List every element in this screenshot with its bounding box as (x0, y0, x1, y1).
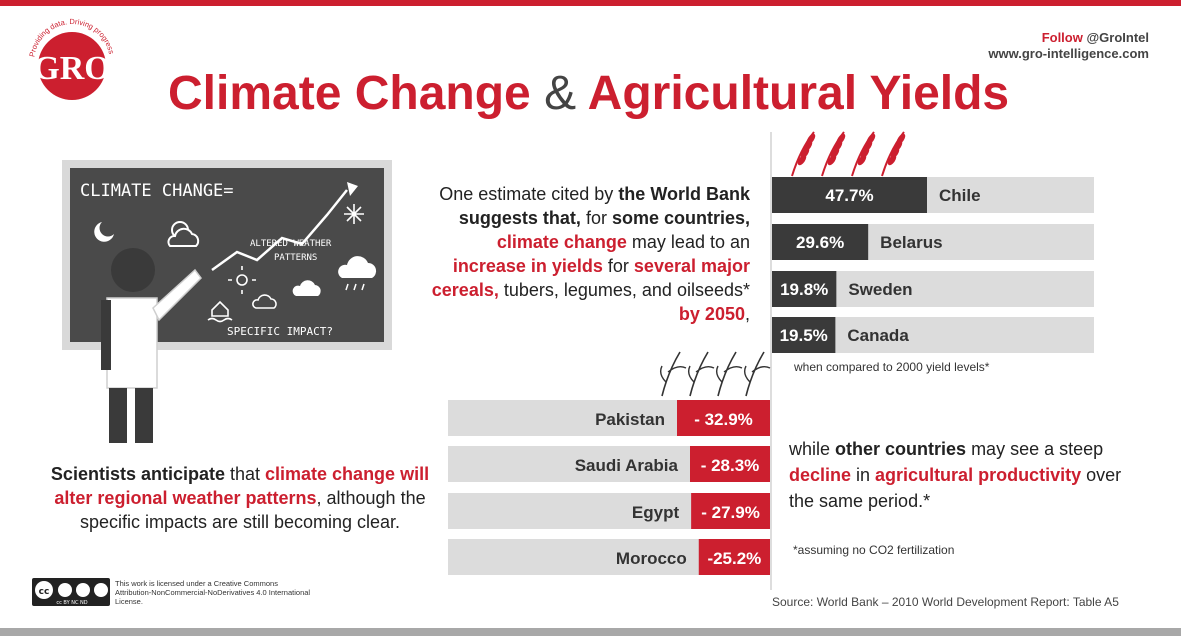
top-accent-bar (0, 0, 1181, 6)
board-line2: PATTERNS (274, 253, 317, 263)
increase-bar-sweden (772, 271, 837, 307)
increase-value-label: 47.7% (825, 186, 873, 205)
increase-value-label: 19.5% (780, 326, 828, 345)
increase-country-label: Belarus (880, 233, 942, 252)
wheat-icons-decline (659, 351, 771, 397)
license-text: This work is licensed under a Creative C… (115, 579, 311, 606)
dry-wheat-icon (689, 351, 709, 397)
cc-license-badge[interactable]: cc cc BY NC ND (32, 578, 110, 606)
decrease-value-label: - 27.9% (701, 503, 760, 522)
decrease-country-label: Saudi Arabia (575, 456, 679, 475)
dry-wheat-icon (745, 351, 765, 397)
svg-text:cc: cc (39, 587, 50, 597)
increase-description: One estimate cited by the World Bank sug… (431, 184, 750, 324)
decrease-bar-morocco (698, 539, 770, 575)
increase-value-label: 29.6% (796, 233, 844, 252)
snowflake-icon (344, 204, 364, 224)
website-link: www.gro-intelligence.com (988, 46, 1149, 61)
increase-bar-chile (772, 177, 927, 213)
increase-country-label: Sweden (848, 280, 912, 299)
dry-wheat-icon (661, 351, 681, 397)
wheat-icons-increase (791, 131, 906, 177)
scientist-illustration (101, 248, 202, 443)
cc-badge-text: cc BY NC ND (56, 600, 87, 606)
increase-country-label: Chile (939, 186, 981, 205)
compared-note: when compared to 2000 yield levels* (794, 360, 990, 374)
page-title: Climate Change & Agricultural Yields (168, 67, 1010, 120)
decrease-bar-egypt (691, 493, 770, 529)
decrease-country-label: Egypt (632, 503, 680, 522)
increase-value-label: 19.8% (780, 280, 828, 299)
decrease-bar-saudi-arabia (690, 446, 770, 482)
cloud-sun-small-icon (252, 294, 277, 309)
sun-cloud-icon (167, 221, 200, 247)
moon-icon (94, 222, 114, 242)
increase-country-label: Canada (847, 326, 909, 345)
decrease-country-label: Pakistan (595, 410, 665, 429)
decline-description: while other countries may see a steep de… (789, 439, 1122, 511)
board-heading: CLIMATE CHANGE= (80, 181, 234, 201)
dry-wheat-icon (717, 351, 737, 397)
storm-icon (292, 280, 321, 296)
bottom-bar (0, 628, 1181, 636)
decrease-country-label: Morocco (616, 549, 687, 568)
logo-text: GRO (33, 50, 110, 87)
rain-cloud-icon (338, 256, 377, 291)
decrease-bars: - 32.9% Pakistan - 28.3% Saudi Arabia - 27.9… (448, 400, 770, 575)
board-line1: ALTERED WEATHER (250, 239, 332, 249)
house-flood-icon (207, 300, 233, 323)
source-note: Source: World Bank – 2010 World Developm… (772, 595, 1119, 609)
decrease-value-label: -25.2% (707, 549, 761, 568)
decrease-bar-pakistan (677, 400, 770, 436)
fertilization-note: *assuming no CO2 fertilization (793, 543, 955, 557)
decrease-value-label: - 28.3% (701, 456, 760, 475)
gro-logo: GRO Providing data. Driving progress (27, 17, 116, 100)
follow-info[interactable]: Follow @GroIntel www.gro-intelligence.co… (988, 30, 1149, 62)
follow-label: Follow (1041, 30, 1083, 45)
board-footer: SPECIFIC IMPACT? (227, 325, 333, 338)
increase-bars: 47.7% Chile 29.6% Belarus 19.8% Sweden 19.5% Ca… (772, 177, 1094, 353)
follow-handle: @GroIntel (1086, 30, 1149, 45)
sun-icon (228, 266, 256, 294)
increase-bar-belarus (772, 224, 869, 260)
increase-bar-canada (772, 317, 836, 353)
decrease-value-label: - 32.9% (694, 410, 753, 429)
left-description: Scientists anticipate that climate chang… (50, 464, 430, 532)
